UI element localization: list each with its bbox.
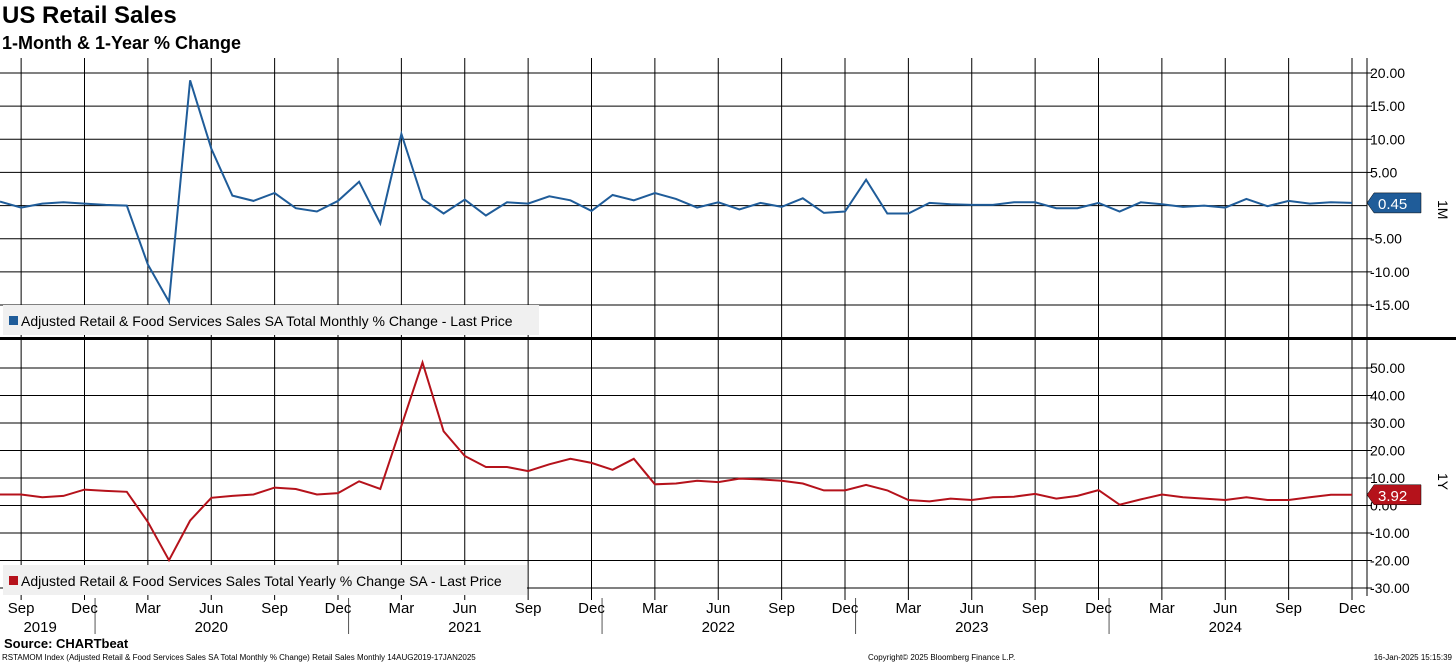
legend-label: Adjusted Retail & Food Services Sales SA… (21, 313, 513, 329)
y-tick-label: -10.00 (1370, 264, 1410, 280)
series-line-yearly (0, 359, 1352, 563)
x-tick-label-year: 2024 (1209, 619, 1242, 636)
x-tick-label-month: Dec (1339, 600, 1366, 617)
y-axes: 20.00 15.00 10.00 5.00 -5.00 -10.00 -15.00 0.45… (1366, 58, 1451, 596)
x-tick-label-month: Dec (325, 600, 352, 617)
x-tick-label-year: 2023 (955, 619, 988, 636)
series-lines (0, 80, 1353, 563)
panel-tag: 1Y (1435, 473, 1451, 491)
y-tick-label: -30.00 (1370, 580, 1410, 596)
x-tick-label-year: 2022 (702, 619, 735, 636)
chart-title: US Retail Sales (2, 2, 177, 29)
y-tick-label: -10.00 (1370, 525, 1410, 541)
x-tick-label-month: Jun (199, 600, 223, 617)
x-tick-label-month: Jun (960, 600, 984, 617)
y-tick-label: 30.00 (1370, 415, 1405, 431)
y-tick-label: 20.00 (1370, 443, 1405, 459)
x-tick-label-month: Sep (261, 600, 288, 617)
x-tick-label-month: Jun (453, 600, 477, 617)
x-tick-label-month: Dec (832, 600, 859, 617)
y-tick-label: 15.00 (1370, 98, 1405, 114)
x-tick-label-month: Sep (1022, 600, 1049, 617)
x-tick-label-month: Sep (8, 600, 35, 617)
x-tick-label-month: Dec (1085, 600, 1112, 617)
x-tick-label-month: Mar (1149, 600, 1175, 617)
last-value-badge (1366, 484, 1422, 506)
x-tick-label-month: Sep (515, 600, 542, 617)
y-tick-label: 5.00 (1370, 164, 1397, 180)
y-tick-label: 10.00 (1370, 470, 1405, 486)
x-tick-label-month: Mar (135, 600, 161, 617)
x-tick-label-month: Mar (388, 600, 414, 617)
chart-subtitle: 1-Month & 1-Year % Change (2, 33, 242, 53)
last-value-badge (1366, 192, 1422, 214)
x-axis: Sep Dec Mar Jun Sep Dec Mar Jun Sep Dec Mar Jun Sep D… (8, 600, 1366, 636)
x-tick-label-month: Sep (768, 600, 795, 617)
x-tick-label-month: Jun (706, 600, 730, 617)
series-line-monthly (0, 80, 1353, 305)
y-tick-label: -15.00 (1370, 297, 1410, 313)
x-tick-label-year: 2019 (23, 619, 56, 636)
y-tick-label: 50.00 (1370, 360, 1405, 376)
x-tick-label-year: 2021 (448, 619, 481, 636)
x-tick-label-month: Dec (578, 600, 605, 617)
legend-swatch (9, 316, 18, 325)
y-tick-label: -20.00 (1370, 553, 1410, 569)
y-tick-label: 20.00 (1370, 65, 1405, 81)
y-tick-label: 10.00 (1370, 131, 1405, 147)
legend-label: Adjusted Retail & Food Services Sales To… (21, 573, 502, 589)
x-tick-label-year: 2020 (195, 619, 228, 636)
x-tick-label-month: Mar (895, 600, 921, 617)
footer-timestamp: 16-Jan-2025 15:15:39 (1373, 653, 1452, 662)
last-value-label: 3.92 (1378, 488, 1407, 505)
legend-swatch (9, 576, 18, 585)
x-tick-label-month: Dec (71, 600, 98, 617)
y-tick-label: 40.00 (1370, 388, 1405, 404)
legends: Adjusted Retail & Food Services Sales SA… (3, 305, 539, 595)
footer-description: RSTAMOM Index (Adjusted Retail & Food Se… (2, 653, 476, 662)
source-label: Source: CHARTbeat (4, 636, 129, 651)
grid (0, 58, 1456, 634)
y-tick-label: -5.00 (1370, 231, 1402, 247)
x-tick-label-month: Sep (1275, 600, 1302, 617)
last-value-label: 0.45 (1378, 196, 1407, 213)
x-tick-label-month: Mar (642, 600, 668, 617)
legend-box (3, 565, 527, 595)
footer-copyright: Copyright© 2025 Bloomberg Finance L.P. (868, 653, 1016, 662)
panel-tag: 1M (1435, 200, 1451, 219)
x-tick-label-month: Jun (1213, 600, 1237, 617)
legend-box (3, 305, 539, 335)
